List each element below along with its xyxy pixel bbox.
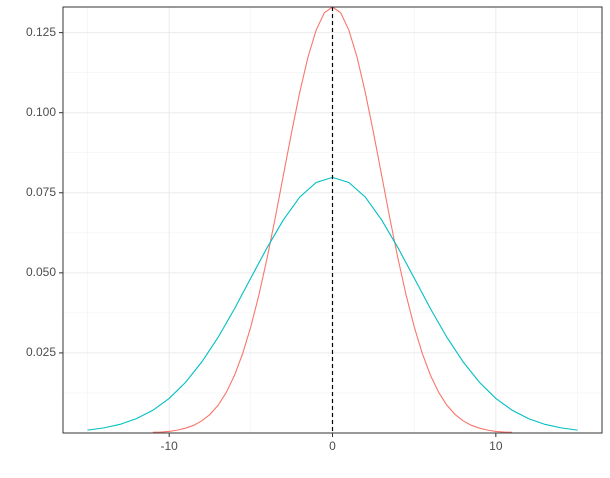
x-tick-label: 0 — [329, 439, 336, 453]
x-tick-label: 10 — [489, 439, 503, 453]
y-tick-label: 0.100 — [26, 105, 56, 119]
y-tick-label: 0.050 — [26, 265, 56, 279]
x-tick-label: -10 — [160, 439, 178, 453]
y-tick-label: 0.125 — [26, 25, 56, 39]
y-tick-label: 0.025 — [26, 345, 56, 359]
y-tick-label: 0.075 — [26, 185, 56, 199]
plot-border — [62, 6, 603, 434]
